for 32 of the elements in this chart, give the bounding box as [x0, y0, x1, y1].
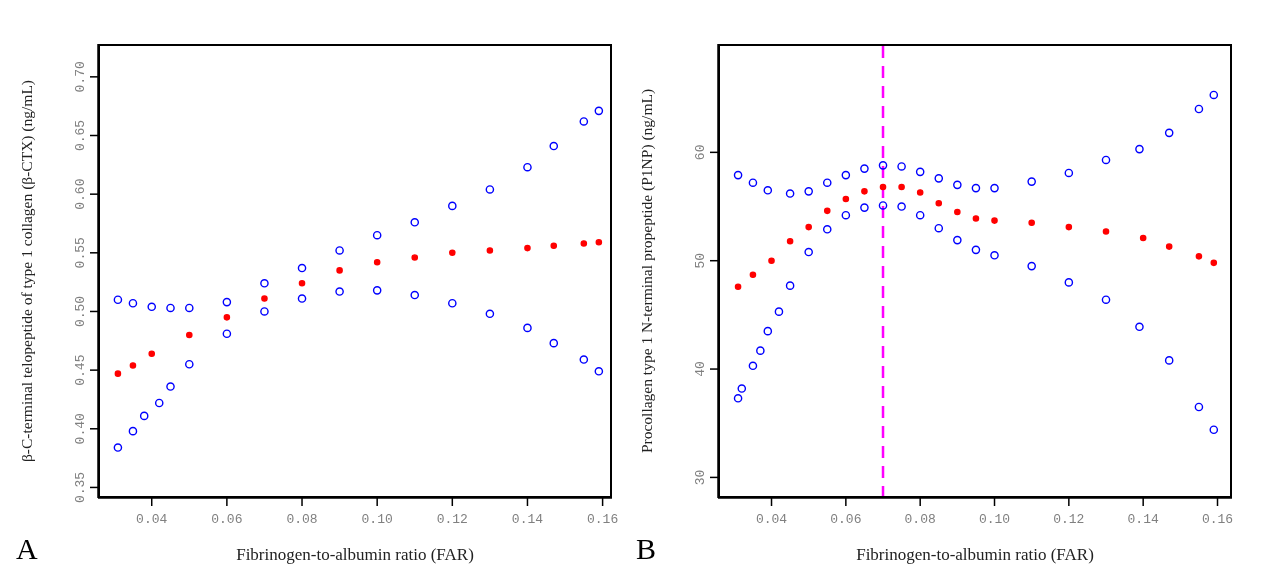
y-tick-label: 0.45 [73, 354, 88, 386]
y-axis-title: β-C-terminal telopeptide of type 1 collagen (β-CTX) (ng/mL) [17, 79, 36, 463]
x-tick-label: 0.12 [436, 512, 468, 528]
x-axis-title: Fibrinogen-to-albumin ratio (FAR) [856, 545, 1094, 564]
x-tick-label: 0.14 [1127, 512, 1159, 528]
y-axis-title: Procollagen type 1 N-terminal propeptide (P1NP) (ng/mL) [637, 88, 656, 454]
text: A [16, 532, 38, 566]
y-tick-label: 60 [693, 144, 708, 161]
x-tick-label: 0.14 [511, 512, 544, 528]
x-tick-label: 0.16 [1201, 512, 1234, 528]
y-tick-label: 0.50 [73, 295, 88, 328]
x-tick-label: 0.06 [830, 512, 862, 528]
y-tick-label: 0.40 [73, 413, 88, 445]
x-tick-label: 0.10 [361, 512, 393, 528]
y-tick-label: 40 [693, 361, 708, 377]
y-tick-label: 50 [693, 252, 708, 269]
x-tick-label: 0.16 [587, 512, 619, 528]
y-tick-label: 0.70 [73, 61, 88, 93]
y-tick-label: 30 [693, 469, 708, 486]
x-tick-label: 0.06 [211, 512, 243, 528]
x-tick-label: 0.12 [1053, 512, 1085, 528]
x-axis-title: Fibrinogen-to-albumin ratio (FAR) [236, 545, 474, 564]
y-tick-label: 0.35 [73, 471, 88, 504]
x-tick-label: 0.04 [136, 512, 168, 528]
y-tick-label: 0.65 [73, 119, 88, 152]
x-tick-label: 0.04 [755, 512, 788, 528]
x-tick-label: 0.10 [978, 512, 1011, 528]
text: B [636, 532, 657, 566]
y-tick-label: 0.60 [73, 178, 88, 210]
x-tick-label: 0.08 [904, 512, 936, 528]
y-tick-label: 0.55 [73, 237, 88, 269]
x-tick-label: 0.08 [286, 512, 318, 528]
